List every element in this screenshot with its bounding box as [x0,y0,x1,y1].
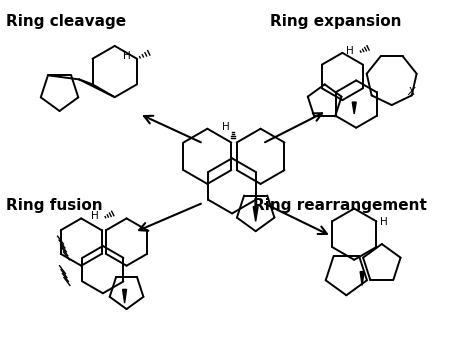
Text: H: H [222,122,230,132]
Text: H: H [91,212,99,222]
Text: Ring expansion: Ring expansion [271,15,402,29]
Text: X: X [408,87,415,97]
Text: Ring fusion: Ring fusion [6,198,103,213]
Text: Ring cleavage: Ring cleavage [6,15,127,29]
Polygon shape [253,207,258,222]
Text: H: H [380,217,388,227]
Text: H: H [123,51,131,61]
Polygon shape [360,272,364,285]
Text: H: H [346,46,354,56]
Polygon shape [123,289,127,303]
Text: Ring rearrangement: Ring rearrangement [253,198,427,213]
Polygon shape [352,102,356,114]
